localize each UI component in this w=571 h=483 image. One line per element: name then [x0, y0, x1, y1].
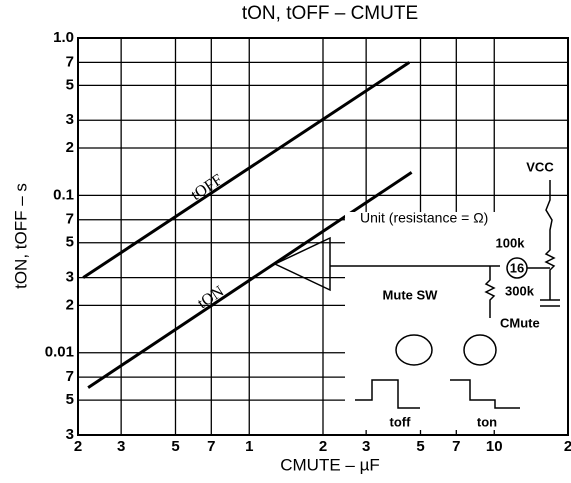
x-tick-label: 3	[362, 438, 370, 455]
series-label: tOFF	[188, 171, 226, 204]
plot-frame	[77, 37, 569, 436]
y-tick-label: 1.0	[53, 29, 74, 46]
envelope	[463, 334, 497, 366]
annotation: 300k	[505, 283, 535, 298]
x-tick-label: 5	[171, 438, 179, 455]
line	[87, 171, 413, 389]
x-tick-label: 2	[74, 438, 82, 455]
y-tick-label: 5	[66, 76, 74, 93]
y-tick-label: 3	[66, 426, 74, 443]
annotations: Unit (resistance = Ω) VCC 100k 16 Mute SW 300…	[360, 159, 554, 429]
annotation: Unit (resistance = Ω)	[360, 210, 488, 226]
annotation: CMute	[500, 315, 540, 330]
resistor	[544, 180, 556, 300]
y-tick-label: 7	[66, 211, 74, 228]
x-tick-label: 7	[452, 438, 460, 455]
line	[82, 61, 411, 279]
y-tick-label: 3	[66, 111, 74, 128]
y-tick-label: 0.1	[53, 186, 74, 203]
x-tick-label: 7	[207, 438, 215, 455]
y-tick-label: 7	[66, 368, 74, 385]
x-tick-label: 3	[117, 438, 125, 455]
chart-title: tON, tOFF – CMUTE	[242, 3, 418, 24]
amplifier	[273, 236, 331, 292]
x-tick-label: 10	[486, 438, 503, 455]
resistor	[484, 266, 496, 318]
x-tick-label: 1	[245, 438, 253, 455]
annotation: Mute SW	[383, 287, 439, 302]
waveform	[355, 379, 420, 409]
annotation: ton	[477, 414, 497, 429]
x-tick-label: 5	[416, 438, 424, 455]
annotation: VCC	[526, 159, 554, 174]
annotation: 16	[510, 260, 524, 275]
y-tick-label: 2	[66, 296, 74, 313]
y-tick-label: 0.01	[45, 344, 74, 361]
x-axis-label: CMUTE – µF	[280, 455, 380, 474]
circuit	[273, 180, 560, 409]
inset-background	[345, 212, 567, 430]
y-tick-label: 2	[66, 139, 74, 156]
y-tick-label: 7	[66, 53, 74, 70]
envelope	[395, 334, 433, 366]
annotation: 100k	[496, 235, 526, 250]
x-tick-label: 2	[319, 438, 327, 455]
annotation: toff	[390, 414, 412, 429]
x-tick-label: 2	[564, 438, 571, 455]
y-axis-label: tON, tOFF – s	[11, 183, 30, 289]
y-tick-label: 5	[66, 234, 74, 251]
y-tick-label: 3	[66, 269, 74, 286]
y-tick-label: 5	[66, 391, 74, 408]
waveform	[450, 379, 520, 409]
